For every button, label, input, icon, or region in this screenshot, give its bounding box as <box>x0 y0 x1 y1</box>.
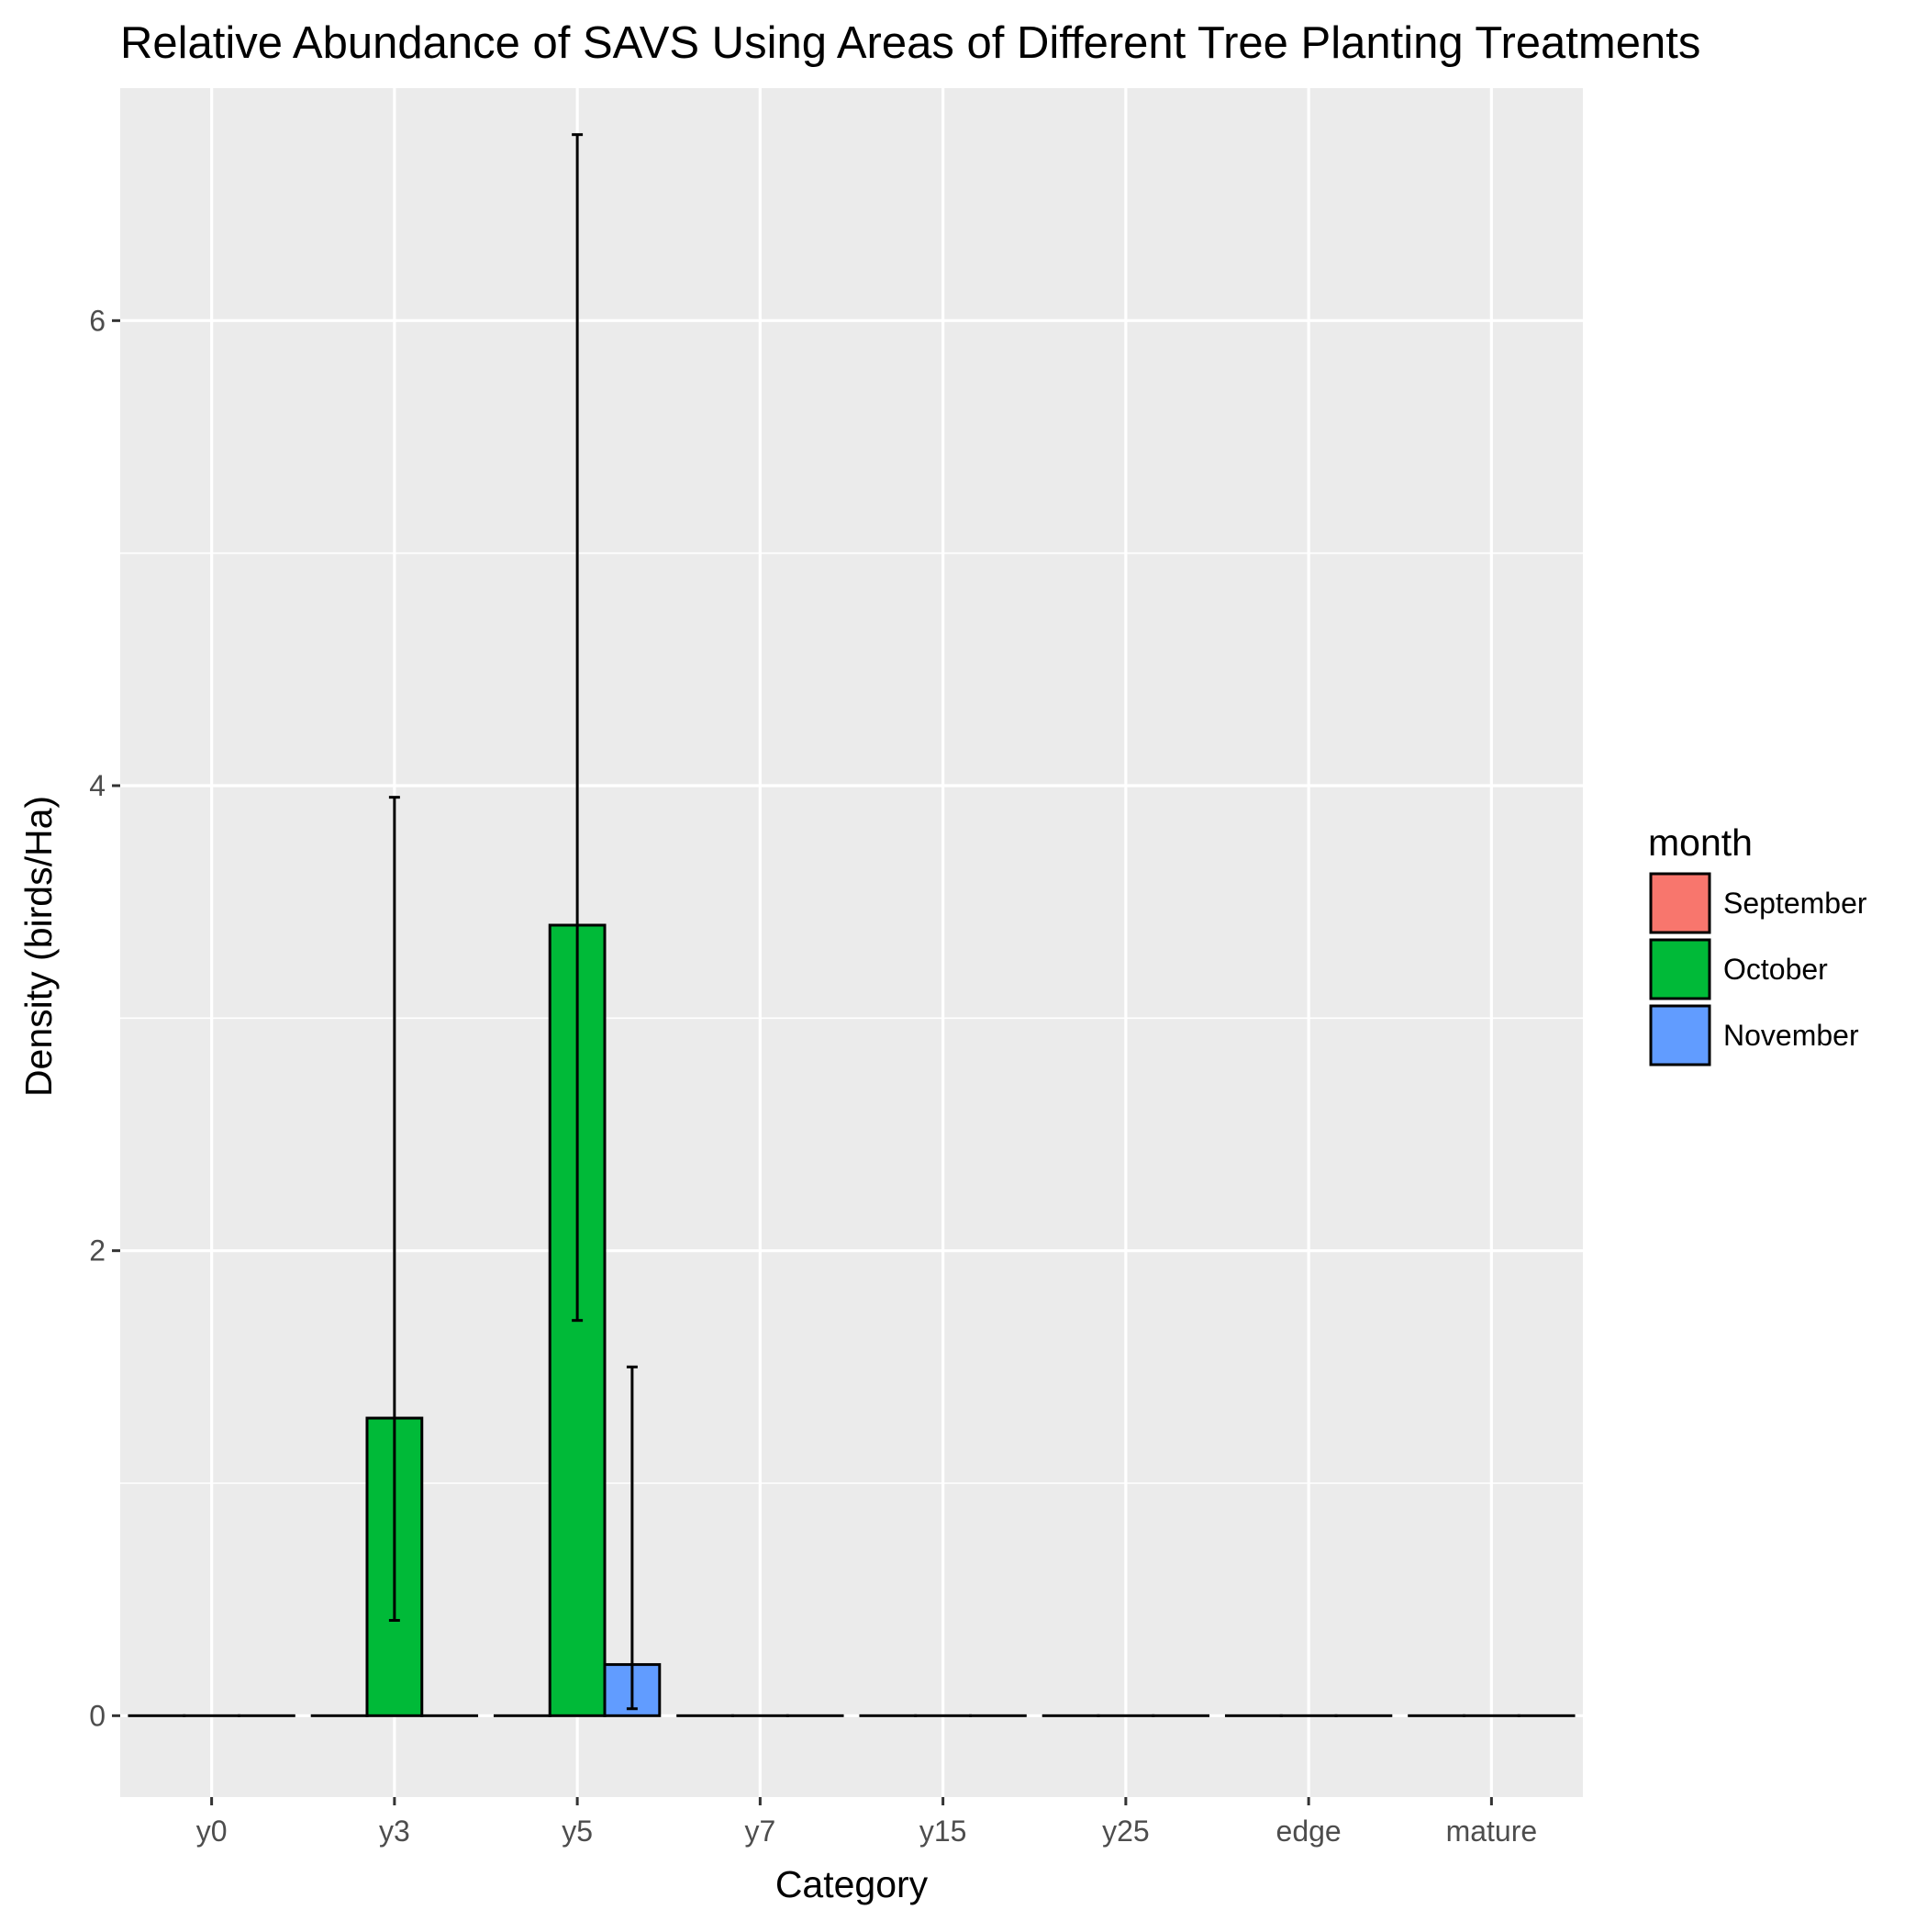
x-tick-label-y3: y3 <box>379 1815 410 1848</box>
x-axis: y0 y3 y5 y7 y15 y25 edge mature <box>196 1797 1537 1848</box>
legend-items: September October November <box>1651 874 1867 1065</box>
legend-label-september: September <box>1723 887 1867 920</box>
y-axis-title: Density (birds/Ha) <box>17 796 60 1097</box>
y-axis: 0 2 4 6 <box>89 304 120 1732</box>
x-axis-title: Category <box>775 1863 929 1905</box>
x-tick-label-y7: y7 <box>744 1815 775 1848</box>
legend-label-november: November <box>1723 1019 1859 1052</box>
y-tick-label: 6 <box>89 304 106 337</box>
legend: month September October November <box>1648 821 1867 1065</box>
chart-title: Relative Abundance of SAVS Using Areas o… <box>120 18 1700 68</box>
legend-key-october <box>1651 940 1710 999</box>
plot-panel <box>120 88 1583 1797</box>
x-tick-label-edge: edge <box>1276 1815 1342 1848</box>
x-tick-label-mature: mature <box>1446 1815 1538 1848</box>
x-tick-label-y5: y5 <box>562 1815 593 1848</box>
legend-title: month <box>1648 821 1753 864</box>
y-tick-label: 0 <box>89 1699 106 1732</box>
x-tick-label-y15: y15 <box>919 1815 967 1848</box>
y-tick-label: 4 <box>89 769 106 802</box>
legend-key-september <box>1651 874 1710 932</box>
legend-label-october: October <box>1723 953 1828 986</box>
legend-key-november <box>1651 1006 1710 1065</box>
x-tick-label-y0: y0 <box>196 1815 228 1848</box>
x-tick-label-y25: y25 <box>1102 1815 1150 1848</box>
y-tick-label: 2 <box>89 1234 106 1268</box>
